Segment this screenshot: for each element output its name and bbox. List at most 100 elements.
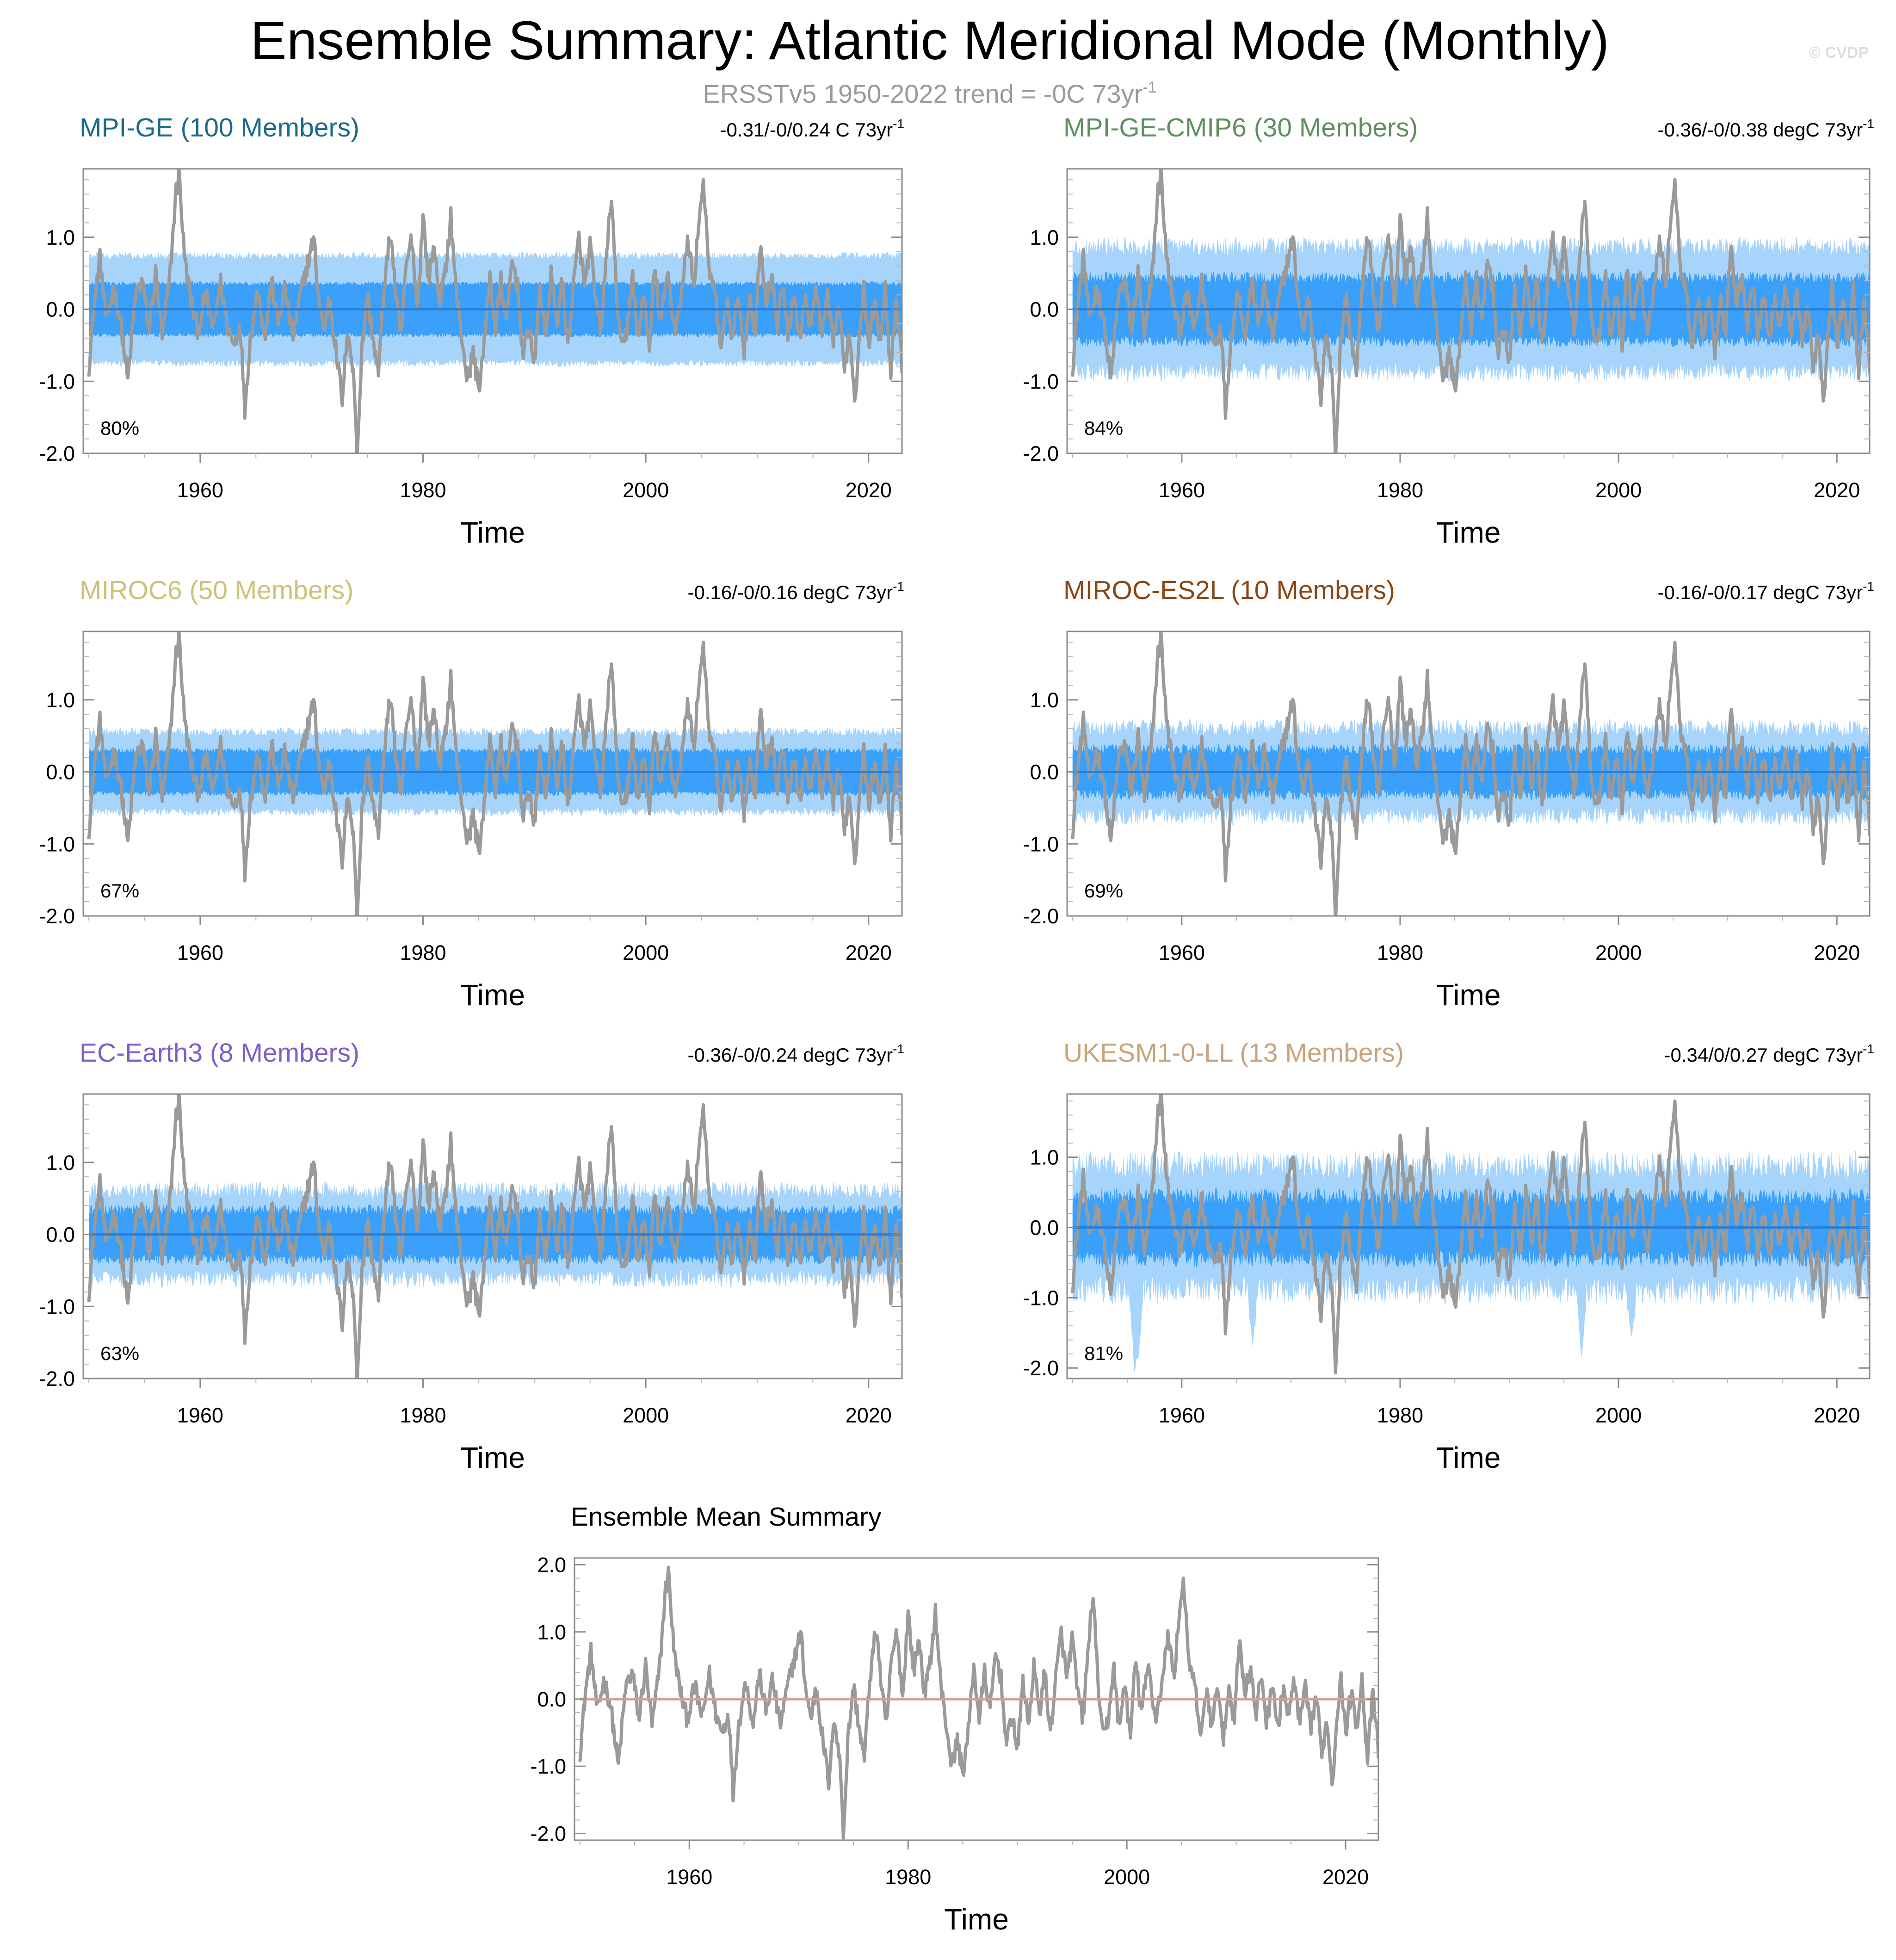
observation-line: [1071, 1094, 1870, 1375]
x-tick-label: 2000: [623, 478, 669, 502]
plot-area: [578, 1565, 1378, 1840]
trend-label: -0.16/-0/0.16 degC 73yr-1: [687, 579, 904, 603]
plot-frame: [82, 631, 903, 917]
plot-area: [1071, 1094, 1870, 1375]
x-axis-label: Time: [944, 1903, 1009, 1936]
trend-label: -0.34/0/0.27 degC 73yr-1: [1664, 1042, 1874, 1066]
x-axis-label: Time: [460, 1441, 525, 1474]
x-tick-label: 1960: [177, 478, 223, 502]
x-tick-label: 2000: [1595, 941, 1642, 965]
x-tick-label: 1980: [400, 1404, 446, 1427]
trend-label-exponent: -1: [1863, 117, 1874, 131]
x-tick-label: 1960: [1159, 941, 1205, 965]
y-tick-label: 1.0: [46, 688, 75, 712]
plot-area: [87, 631, 902, 916]
y-tick-label: -1.0: [1023, 1286, 1059, 1310]
x-tick-label: 1980: [1377, 941, 1423, 965]
y-tick-label: -1.0: [1023, 832, 1059, 856]
panel-title: MPI-GE (100 Members): [80, 113, 359, 142]
x-tick-label: 1960: [666, 1865, 712, 1889]
plot-frame: [1066, 168, 1871, 454]
y-tick-label: 0.0: [1030, 298, 1059, 322]
trend-label: -0.36/-0/0.38 degC 73yr-1: [1657, 117, 1874, 141]
plot-frame: [1066, 631, 1871, 917]
x-tick-label: 2020: [846, 1404, 892, 1427]
x-axis-label: Time: [460, 516, 525, 549]
plot-frame: [82, 1093, 903, 1379]
y-tick-label: 1.0: [46, 226, 75, 249]
panels-container: MPI-GE (100 Members) -0.31/-0/0.24 C 73yr…: [39, 113, 1874, 1936]
plot-area: [1071, 631, 1870, 916]
x-axis-label: Time: [1436, 516, 1501, 549]
y-tick-label: 2.0: [537, 1553, 566, 1577]
x-tick-label: 2020: [1814, 941, 1860, 965]
chart-panel-5: EC-Earth3 (8 Members) -0.36/-0/0.24 degC …: [39, 1038, 904, 1474]
panel-title: Ensemble Mean Summary: [571, 1502, 882, 1532]
y-tick-label: -2.0: [39, 442, 75, 465]
plot-area: [1071, 169, 1870, 453]
x-tick-label: 1960: [177, 1404, 223, 1427]
y-tick-label: -1.0: [39, 832, 75, 856]
y-tick-label: -2.0: [1023, 1356, 1059, 1380]
y-tick-label: 0.0: [46, 761, 75, 784]
percent-label: 80%: [100, 417, 139, 439]
y-tick-label: -1.0: [530, 1755, 566, 1778]
x-tick-label: 1980: [400, 478, 446, 502]
percent-label: 63%: [100, 1342, 139, 1364]
chart-panel-6: UKESM1-0-LL (13 Members) -0.34/0/0.27 deg…: [1023, 1038, 1874, 1474]
y-tick-label: 0.0: [1030, 761, 1059, 784]
x-tick-label: 2020: [1814, 478, 1860, 502]
observation-line: [1071, 631, 1870, 916]
x-tick-label: 2020: [1322, 1865, 1369, 1889]
figure-title: Ensemble Summary: Atlantic Meridional Mo…: [250, 10, 1609, 71]
trend-label-text: -0.16/-0/0.16 degC 73yr: [687, 581, 893, 603]
trend-label-text: -0.34/0/0.27 degC 73yr: [1664, 1044, 1863, 1066]
trend-label-exponent: -1: [893, 1042, 904, 1056]
x-tick-label: 1960: [177, 941, 223, 965]
x-tick-label: 1980: [1377, 478, 1423, 502]
trend-label-exponent: -1: [1863, 1042, 1874, 1056]
x-tick-label: 1980: [885, 1865, 931, 1889]
percent-label: 84%: [1084, 417, 1123, 439]
panel-title: EC-Earth3 (8 Members): [80, 1038, 359, 1068]
x-tick-label: 2020: [846, 941, 892, 965]
y-tick-label: 1.0: [1030, 688, 1059, 712]
plot-frame: [1066, 1093, 1871, 1379]
y-tick-label: 0.0: [46, 1223, 75, 1247]
x-tick-label: 2020: [1814, 1404, 1860, 1427]
y-tick-label: -2.0: [1023, 904, 1059, 928]
chart-panel-4: MIROC-ES2L (10 Members) -0.16/-0/0.17 deg…: [1023, 575, 1874, 1012]
plot-area: [87, 1094, 902, 1379]
x-tick-label: 1960: [1159, 478, 1205, 502]
x-axis-label: Time: [1436, 978, 1501, 1012]
cvdp-watermark: © CVDP: [1809, 44, 1869, 62]
chart-panel-1: MPI-GE (100 Members) -0.31/-0/0.24 C 73yr…: [39, 113, 904, 549]
y-tick-label: 1.0: [537, 1620, 566, 1644]
panel-title: MPI-GE-CMIP6 (30 Members): [1063, 113, 1418, 142]
trend-label-text: -0.36/-0/0.38 degC 73yr: [1657, 119, 1863, 141]
y-tick-label: 1.0: [1030, 226, 1059, 249]
x-tick-label: 1960: [1159, 1404, 1205, 1427]
percent-label: 67%: [100, 880, 139, 902]
x-tick-label: 1980: [1377, 1404, 1423, 1427]
trend-label-text: -0.36/-0/0.24 degC 73yr: [687, 1044, 893, 1066]
trend-label-text: -0.31/-0/0.24 C 73yr: [720, 119, 893, 141]
y-tick-label: 0.0: [537, 1688, 566, 1711]
plot-frame: [82, 168, 903, 454]
y-tick-label: -2.0: [530, 1822, 566, 1845]
y-tick-label: -1.0: [39, 1295, 75, 1318]
x-tick-label: 2000: [1104, 1865, 1150, 1889]
y-tick-label: 0.0: [1030, 1216, 1059, 1240]
panel-title: MIROC6 (50 Members): [80, 575, 353, 605]
trend-label-text: -0.16/-0/0.17 degC 73yr: [1657, 581, 1863, 603]
chart-panel-3: MIROC6 (50 Members) -0.16/-0/0.16 degC 73…: [39, 575, 904, 1012]
y-tick-label: -2.0: [39, 1367, 75, 1391]
trend-label: -0.36/-0/0.24 degC 73yr-1: [687, 1042, 904, 1066]
trend-label: -0.31/-0/0.24 C 73yr-1: [720, 117, 904, 141]
figure-subtitle-exponent: -1: [1143, 79, 1156, 96]
trend-label-exponent: -1: [1863, 579, 1874, 594]
trend-label: -0.16/-0/0.17 degC 73yr-1: [1657, 579, 1874, 603]
x-tick-label: 2020: [846, 478, 892, 502]
